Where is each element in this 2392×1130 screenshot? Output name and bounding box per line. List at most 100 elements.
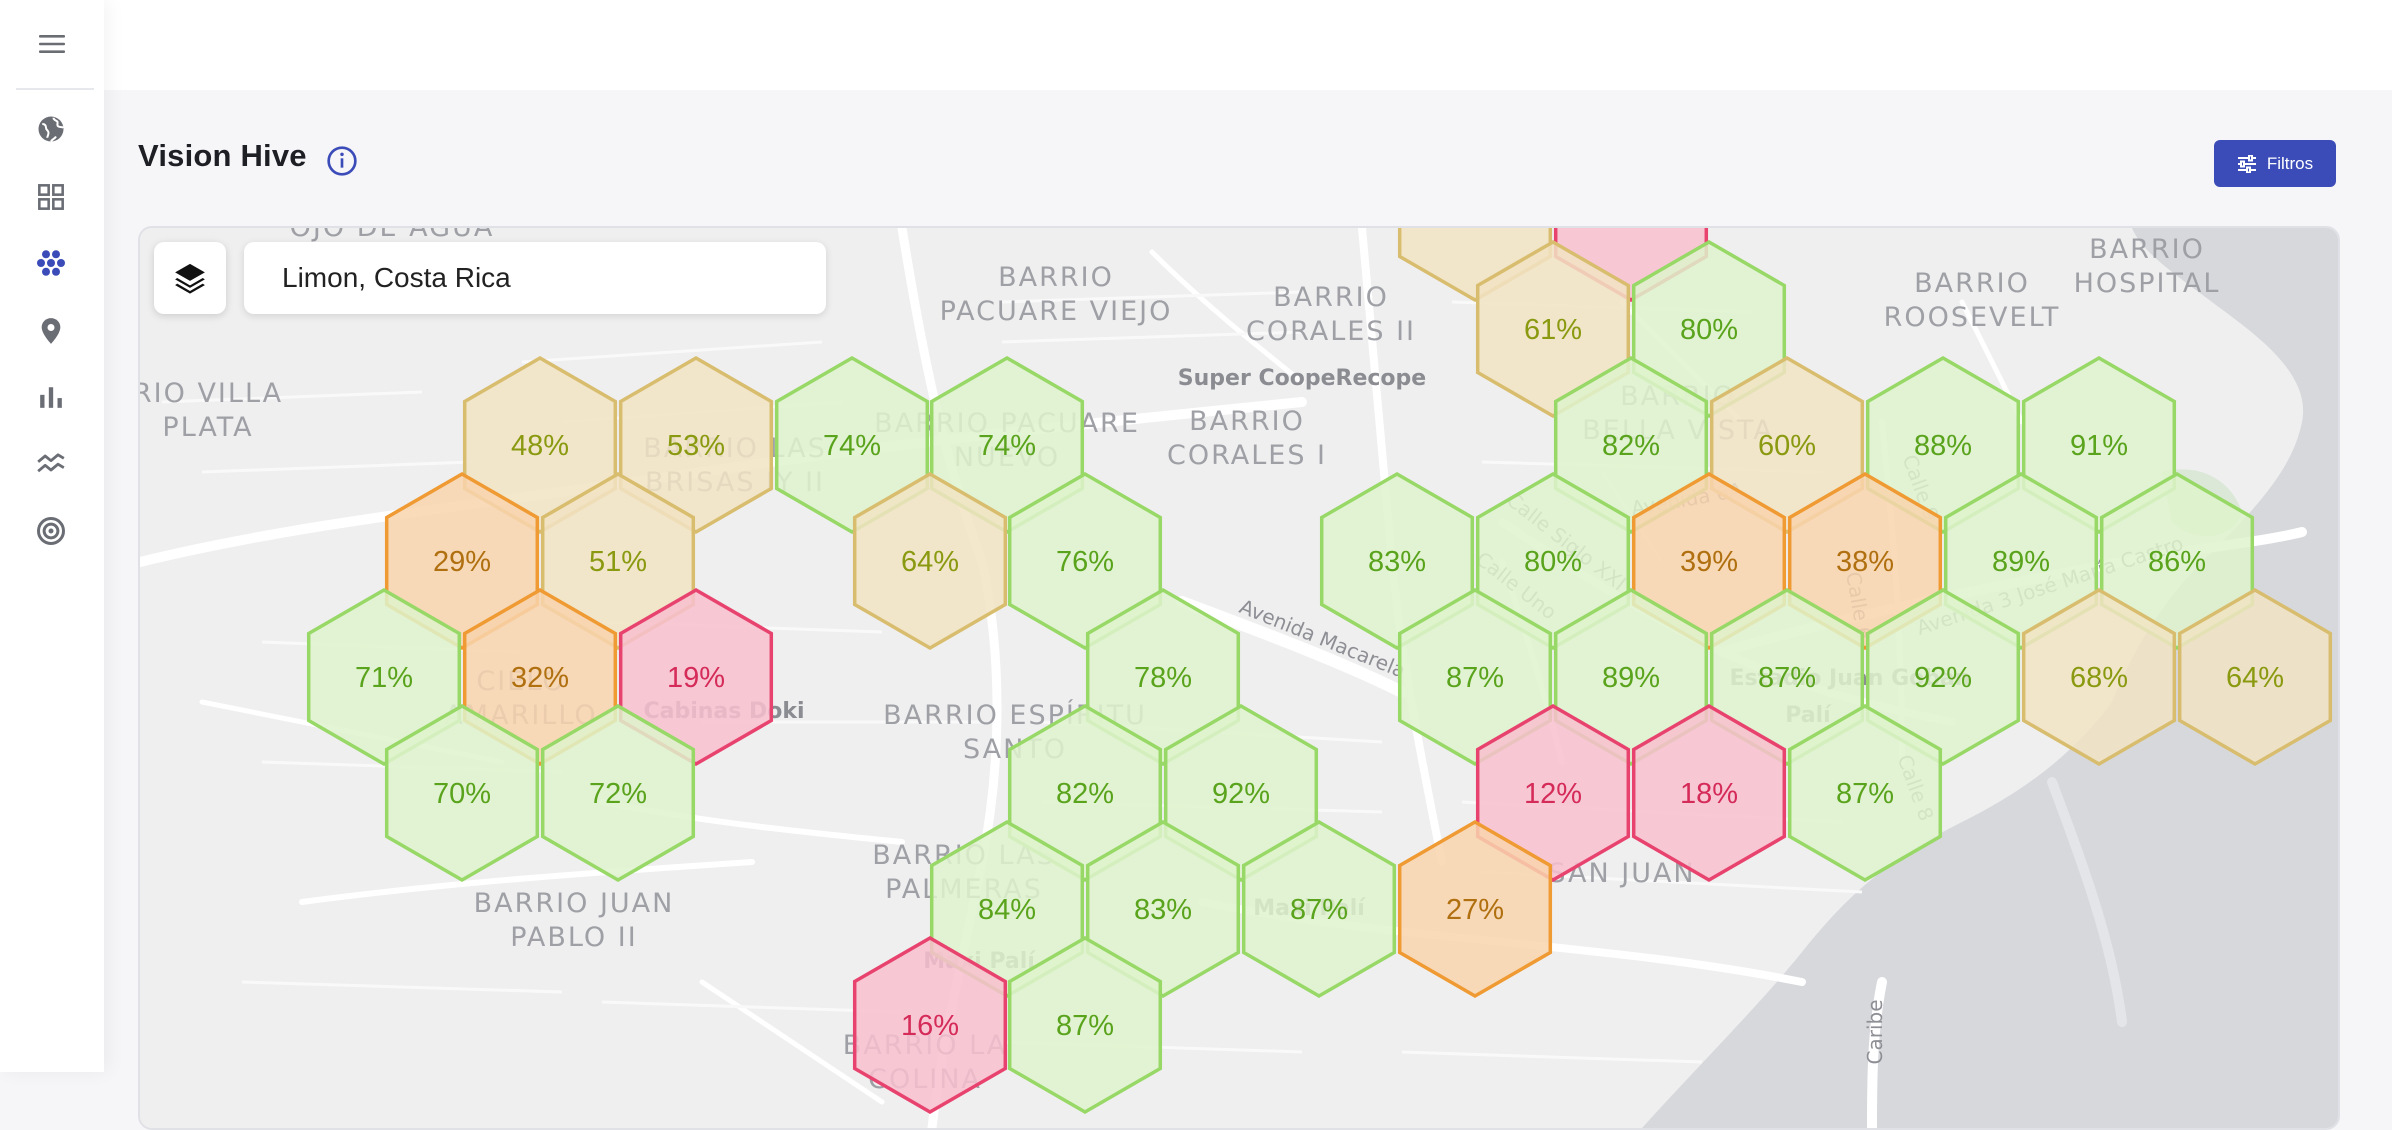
filters-button[interactable]: Filtros	[2214, 140, 2336, 187]
layers-button[interactable]	[154, 242, 226, 314]
hex-value: 38%	[1836, 546, 1894, 578]
map-neighborhood-label: BARRIO JUAN PABLO II	[474, 888, 675, 953]
hex-cell[interactable]: 64%	[2177, 587, 2333, 767]
hex-value: 89%	[1992, 546, 2050, 578]
hex-cell[interactable]: 64%	[852, 471, 1008, 651]
hex-value: 87%	[1836, 778, 1894, 810]
hex-value: 80%	[1524, 546, 1582, 578]
hex-cell[interactable]: 38%	[1787, 471, 1943, 651]
hex-cell[interactable]: 82%	[1553, 355, 1709, 535]
sidebar-item-location[interactable]	[28, 308, 74, 354]
hex-shape	[618, 355, 774, 535]
hex-cell[interactable]: 18%	[1631, 703, 1787, 883]
location-search-input[interactable]	[244, 242, 826, 314]
hex-value: 61%	[1524, 314, 1582, 346]
hex-shape	[1553, 228, 1709, 303]
info-icon[interactable]	[326, 145, 358, 177]
hex-value: 70%	[433, 778, 491, 810]
hex-value: 78%	[1134, 662, 1192, 694]
hex-value: 53%	[667, 430, 725, 462]
hex-cell[interactable]: 86%	[2099, 471, 2255, 651]
grid-icon	[38, 184, 64, 210]
hex-shape	[774, 355, 930, 535]
hex-cell[interactable]: 76%	[1007, 471, 1163, 651]
hex-value: 88%	[1914, 430, 1972, 462]
hex-cell[interactable]: 92%	[1163, 703, 1319, 883]
hex-shape	[1709, 587, 1865, 767]
hex-value: 91%	[2070, 430, 2128, 462]
hex-cell[interactable]: 61%	[1475, 239, 1631, 419]
hex-shape	[540, 703, 696, 883]
hex-cell[interactable]: 84%	[929, 819, 1085, 999]
hex-cell[interactable]: 72%	[540, 703, 696, 883]
hex-cell[interactable]: 74%	[774, 355, 930, 535]
hex-cell[interactable]: 80%	[1631, 239, 1787, 419]
hex-cell[interactable]: 68%	[2021, 587, 2177, 767]
hex-shape	[2021, 587, 2177, 767]
hex-cell[interactable]: 70%	[384, 703, 540, 883]
map-street-label: Caribe	[1863, 1000, 1887, 1065]
hex-cell[interactable]: 92%	[1865, 587, 2021, 767]
sidebar-item-trends[interactable]	[28, 440, 74, 486]
hex-cell[interactable]: 87%	[1787, 703, 1943, 883]
sidebar-item-hive[interactable]	[28, 240, 74, 286]
menu-icon[interactable]	[0, 0, 104, 88]
hex-cell[interactable]: 29%	[384, 471, 540, 651]
hex-cell[interactable]: 32%	[462, 587, 618, 767]
hex-cell[interactable]: 91%	[2021, 355, 2177, 535]
hex-value: 83%	[1134, 894, 1192, 926]
hex-cell[interactable]: 71%	[306, 587, 462, 767]
map-neighborhood-label: OJO DE AGUA	[290, 228, 495, 243]
hex-cell[interactable]: 82%	[1007, 703, 1163, 883]
hex-value: 80%	[1680, 314, 1738, 346]
hex-cell[interactable]: 16%	[852, 935, 1008, 1115]
hex-cell[interactable]: 48%	[462, 355, 618, 535]
hex-shape	[1553, 355, 1709, 535]
hex-cell[interactable]: 89%	[1553, 587, 1709, 767]
hex-value: 12%	[1524, 778, 1582, 810]
hex-cell[interactable]	[1553, 228, 1709, 303]
sidebar-item-globe[interactable]	[28, 106, 74, 152]
hex-cell[interactable]: 88%	[1865, 355, 2021, 535]
hex-cell[interactable]: 78%	[1085, 587, 1241, 767]
hex-cell[interactable]: 83%	[1085, 819, 1241, 999]
hex-value: 72%	[589, 778, 647, 810]
sidebar-item-targets[interactable]	[28, 508, 74, 554]
hex-cell[interactable]: 89%	[1943, 471, 2099, 651]
hex-shape	[1865, 355, 2021, 535]
hex-cell[interactable]: 39%	[1631, 471, 1787, 651]
hex-cell[interactable]: 87%	[1709, 587, 1865, 767]
hex-value: 87%	[1056, 1010, 1114, 1042]
hex-cell[interactable]: 27%	[1397, 819, 1553, 999]
hex-cell[interactable]: 51%	[540, 471, 696, 651]
sidebar-divider	[16, 88, 94, 90]
hex-value: 92%	[1212, 778, 1270, 810]
hex-cell[interactable]: 87%	[1241, 819, 1397, 999]
hex-value: 89%	[1602, 662, 1660, 694]
map-neighborhood-label: BARRIO PACUARE VIEJO	[940, 262, 1173, 327]
sidebar-item-stats[interactable]	[28, 374, 74, 420]
hex-cell[interactable]: 53%	[618, 355, 774, 535]
hex-shape	[1319, 471, 1475, 651]
hex-cell[interactable]: 80%	[1475, 471, 1631, 651]
bar-chart-icon	[40, 387, 62, 408]
hex-value: 68%	[2070, 662, 2128, 694]
hex-cell[interactable]: 87%	[1397, 587, 1553, 767]
hex-shape	[1475, 703, 1631, 883]
target-icon	[37, 517, 65, 545]
hex-cell[interactable]: 12%	[1475, 703, 1631, 883]
hex-cell[interactable]: 60%	[1709, 355, 1865, 535]
hex-value: 18%	[1680, 778, 1738, 810]
hex-cell[interactable]: 19%	[618, 587, 774, 767]
hex-cell[interactable]	[1397, 228, 1553, 303]
hex-value: 76%	[1056, 546, 1114, 578]
hex-value: 84%	[978, 894, 1036, 926]
sidebar-item-dashboard[interactable]	[28, 174, 74, 220]
hex-cell[interactable]: 87%	[1007, 935, 1163, 1115]
hex-value: 82%	[1602, 430, 1660, 462]
top-bar	[104, 0, 2392, 90]
location-pin-icon	[41, 318, 61, 344]
hex-cell[interactable]: 83%	[1319, 471, 1475, 651]
